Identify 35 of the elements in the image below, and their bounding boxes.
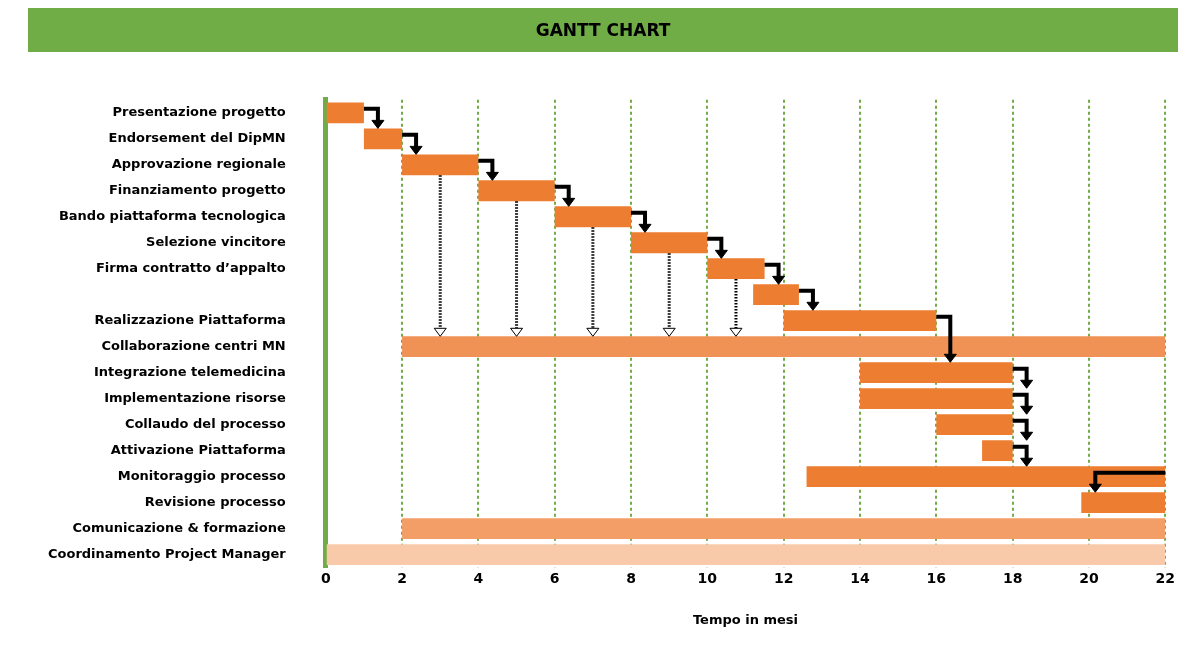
- x-tick-label: 22: [1155, 569, 1175, 586]
- x-tick-label: 16: [926, 569, 947, 586]
- x-tick-label: 18: [1002, 569, 1023, 586]
- chart-title: GANTT CHART: [535, 20, 671, 40]
- y-tick-label: Endorsement del DipMN: [108, 130, 286, 146]
- x-tick-label: 0: [320, 569, 331, 586]
- y-tick-label: Firma contratto d’appalto: [95, 260, 286, 276]
- bar: [326, 544, 1166, 565]
- y-tick-label: Approvazione regionale: [111, 156, 286, 172]
- y-tick-label: Coordinamento Project Manager: [47, 545, 287, 561]
- x-tick-label: 4: [473, 569, 484, 586]
- y-tick-label: Attivazione Piattaforma: [110, 442, 286, 458]
- y-tick-label: Selezione vincitore: [146, 234, 286, 250]
- y-tick-label: Finanziamento progetto: [108, 182, 286, 198]
- y-tick-label: Collaudo del processo: [124, 416, 286, 432]
- y-tick-label: Monitoraggio processo: [117, 468, 286, 484]
- y-tick-label: Implementazione risorse: [104, 390, 286, 406]
- bar: [1081, 492, 1166, 514]
- y-tick-label: Comunicazione & formazione: [72, 519, 286, 535]
- bar: [806, 466, 1166, 488]
- x-axis-title: Tempo in mesi: [692, 611, 799, 627]
- y-tick-label: Integrazione telemedicina: [93, 364, 286, 380]
- bar: [402, 518, 1166, 540]
- y-tick-label: Presentazione progetto: [112, 104, 286, 120]
- y-tick-label: Revisione processo: [144, 494, 286, 509]
- x-tick-label: 2: [397, 569, 407, 586]
- x-tick-label: 8: [626, 569, 636, 586]
- y-tick-label: Collaborazione centri MN: [101, 338, 286, 354]
- x-tick-label: 10: [697, 569, 718, 586]
- x-tick-label: 14: [850, 569, 870, 586]
- x-tick-label: 12: [773, 569, 794, 586]
- x-tick-label: 20: [1079, 569, 1099, 586]
- y-tick-label: Bando piattaforma tecnologica: [58, 208, 286, 224]
- x-tick-label: 6: [549, 569, 560, 586]
- y-tick-label: Realizzazione Piattaforma: [94, 312, 286, 328]
